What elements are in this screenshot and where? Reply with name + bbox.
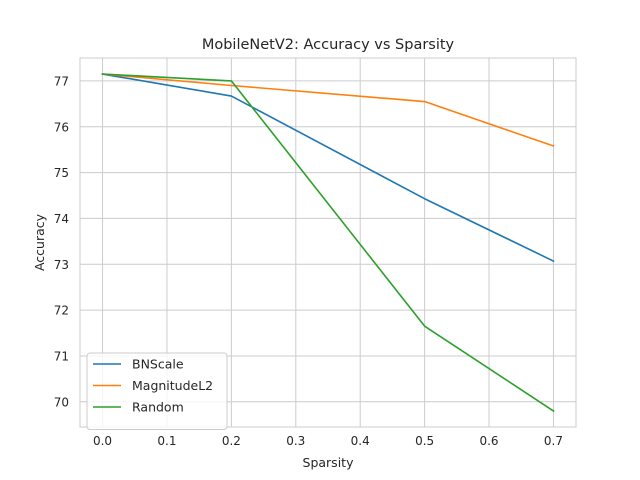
legend-label-bnscale: BNScale xyxy=(132,357,184,372)
series-line-bnscale xyxy=(101,73,555,263)
y-tick-label: 70 xyxy=(54,395,69,409)
series-lines xyxy=(101,73,555,413)
y-tick-label: 71 xyxy=(54,349,69,363)
x-tick-label: 0.7 xyxy=(544,434,563,448)
x-tick-label: 0.5 xyxy=(415,434,434,448)
x-tick-label: 0.1 xyxy=(157,434,176,448)
y-tick-label: 72 xyxy=(54,304,69,318)
x-tick-label: 0.6 xyxy=(479,434,498,448)
y-axis-ticks: 70 71 72 73 74 75 76 77 xyxy=(54,74,69,409)
x-axis-label: Sparsity xyxy=(303,455,355,470)
x-tick-label: 0.3 xyxy=(286,434,305,448)
legend-label-random: Random xyxy=(132,400,184,415)
x-axis-ticks: 0.0 0.1 0.2 0.3 0.4 0.5 0.6 0.7 xyxy=(93,434,563,448)
legend: BNScale MagnitudeL2 Random xyxy=(86,352,228,430)
chart-title: MobileNetV2: Accuracy vs Sparsity xyxy=(202,37,455,53)
series-line-magnitudel2 xyxy=(101,73,555,148)
legend-label-magnitudel2: MagnitudeL2 xyxy=(132,378,213,393)
y-axis-label: Accuracy xyxy=(32,213,47,271)
legend-box xyxy=(86,352,228,430)
series-line-random xyxy=(101,73,555,413)
y-tick-label: 74 xyxy=(54,212,69,226)
plot-frame xyxy=(79,57,577,428)
x-tick-label: 0.0 xyxy=(93,434,112,448)
y-tick-label: 76 xyxy=(54,120,69,134)
x-tick-label: 0.4 xyxy=(351,434,370,448)
y-tick-label: 75 xyxy=(54,166,69,180)
y-tick-label: 77 xyxy=(54,74,69,88)
x-tick-label: 0.2 xyxy=(222,434,241,448)
y-tick-label: 73 xyxy=(54,258,69,272)
